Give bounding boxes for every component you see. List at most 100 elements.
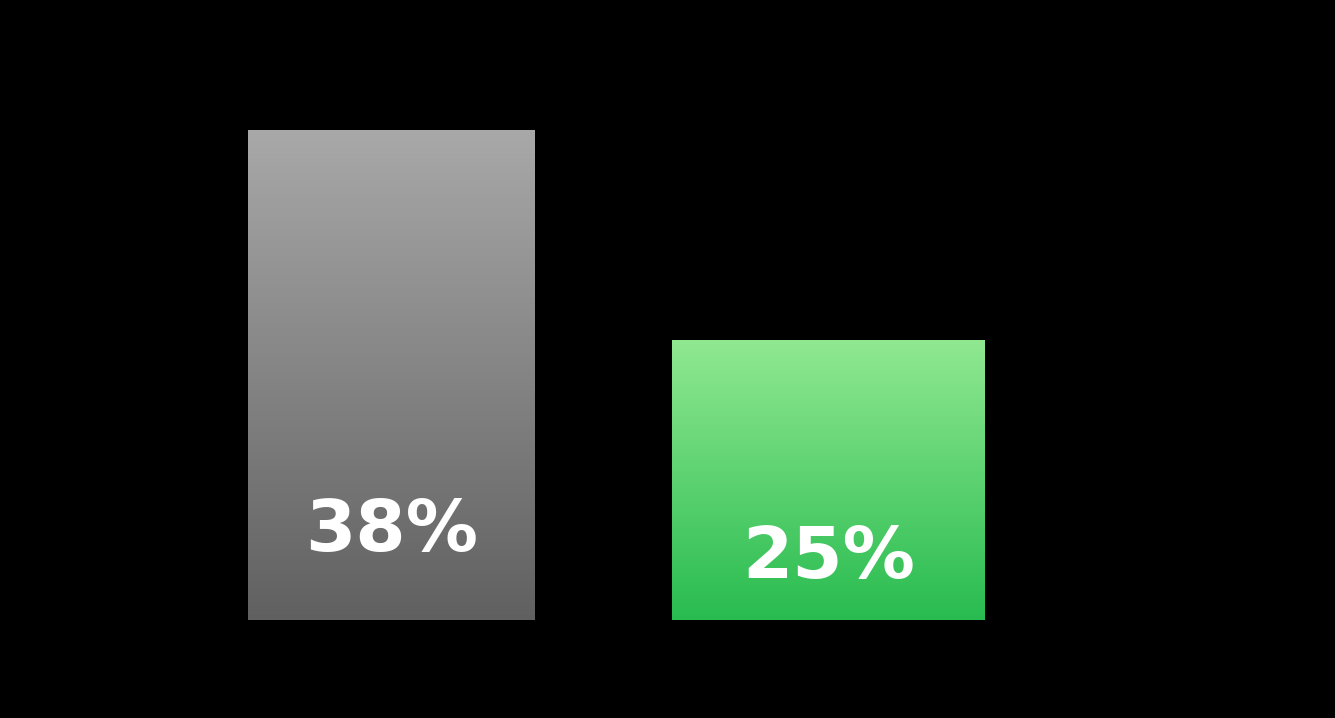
Bar xyxy=(672,548,985,549)
Bar xyxy=(672,596,985,597)
Bar xyxy=(672,501,985,503)
Bar xyxy=(248,521,535,522)
Bar xyxy=(672,523,985,524)
Bar xyxy=(248,303,535,304)
Bar xyxy=(248,496,535,498)
Bar xyxy=(248,195,535,197)
Bar xyxy=(672,379,985,380)
Bar xyxy=(248,595,535,597)
Bar xyxy=(672,383,985,384)
Bar xyxy=(672,351,985,352)
Bar xyxy=(672,375,985,376)
Bar xyxy=(248,266,535,267)
Bar xyxy=(248,378,535,380)
Bar xyxy=(248,146,535,148)
Bar xyxy=(672,593,985,594)
Bar xyxy=(248,225,535,226)
Bar xyxy=(248,199,535,200)
Bar xyxy=(672,366,985,367)
Bar xyxy=(248,210,535,212)
Bar xyxy=(672,361,985,363)
Bar xyxy=(248,279,535,280)
Bar xyxy=(248,579,535,581)
Bar xyxy=(672,387,985,388)
Bar xyxy=(248,337,535,339)
Bar xyxy=(672,518,985,519)
Bar xyxy=(248,599,535,600)
Bar xyxy=(248,322,535,325)
Bar xyxy=(672,368,985,369)
Bar xyxy=(248,262,535,264)
Bar xyxy=(248,576,535,577)
Bar xyxy=(248,592,535,594)
Bar xyxy=(248,612,535,613)
Bar xyxy=(672,610,985,611)
Bar xyxy=(248,516,535,517)
Bar xyxy=(672,428,985,429)
Bar xyxy=(248,373,535,375)
Bar xyxy=(672,497,985,498)
Bar xyxy=(248,532,535,533)
Bar xyxy=(672,554,985,555)
Bar xyxy=(248,508,535,509)
Bar xyxy=(248,358,535,360)
Bar xyxy=(248,499,535,500)
Bar xyxy=(248,336,535,337)
Bar xyxy=(248,138,535,140)
Bar xyxy=(248,574,535,576)
Bar xyxy=(248,365,535,367)
Bar xyxy=(248,455,535,457)
Bar xyxy=(248,505,535,508)
Bar xyxy=(672,508,985,509)
Bar xyxy=(672,600,985,602)
Bar xyxy=(672,447,985,448)
Bar xyxy=(672,363,985,364)
Bar xyxy=(672,498,985,500)
Bar xyxy=(248,272,535,274)
Bar xyxy=(672,376,985,378)
Bar xyxy=(672,557,985,559)
Bar xyxy=(248,284,535,285)
Bar xyxy=(672,537,985,538)
Bar xyxy=(248,396,535,398)
Bar xyxy=(672,488,985,490)
Bar xyxy=(672,395,985,396)
Bar xyxy=(248,439,535,440)
Bar xyxy=(248,470,535,471)
Bar xyxy=(248,473,535,475)
Bar xyxy=(248,478,535,480)
Bar xyxy=(248,241,535,243)
Bar xyxy=(248,432,535,434)
Bar xyxy=(248,308,535,309)
Bar xyxy=(248,318,535,320)
Bar xyxy=(248,367,535,368)
Bar xyxy=(248,197,535,199)
Bar xyxy=(672,380,985,381)
Bar xyxy=(248,553,535,555)
Bar xyxy=(248,377,535,378)
Bar xyxy=(672,463,985,464)
Bar xyxy=(248,189,535,190)
Bar xyxy=(248,489,535,491)
Bar xyxy=(248,609,535,610)
Bar xyxy=(672,532,985,533)
Bar xyxy=(672,550,985,551)
Bar xyxy=(672,552,985,553)
Bar xyxy=(248,153,535,154)
Bar xyxy=(672,528,985,529)
Bar xyxy=(248,321,535,322)
Bar xyxy=(248,411,535,413)
Bar xyxy=(672,509,985,510)
Bar xyxy=(672,403,985,404)
Bar xyxy=(248,380,535,381)
Bar xyxy=(248,581,535,582)
Bar xyxy=(672,541,985,543)
Bar xyxy=(672,456,985,457)
Bar xyxy=(672,412,985,413)
Bar xyxy=(672,612,985,613)
Bar xyxy=(248,429,535,431)
Bar xyxy=(248,526,535,527)
Bar xyxy=(672,473,985,475)
Bar xyxy=(672,575,985,576)
Bar xyxy=(248,349,535,350)
